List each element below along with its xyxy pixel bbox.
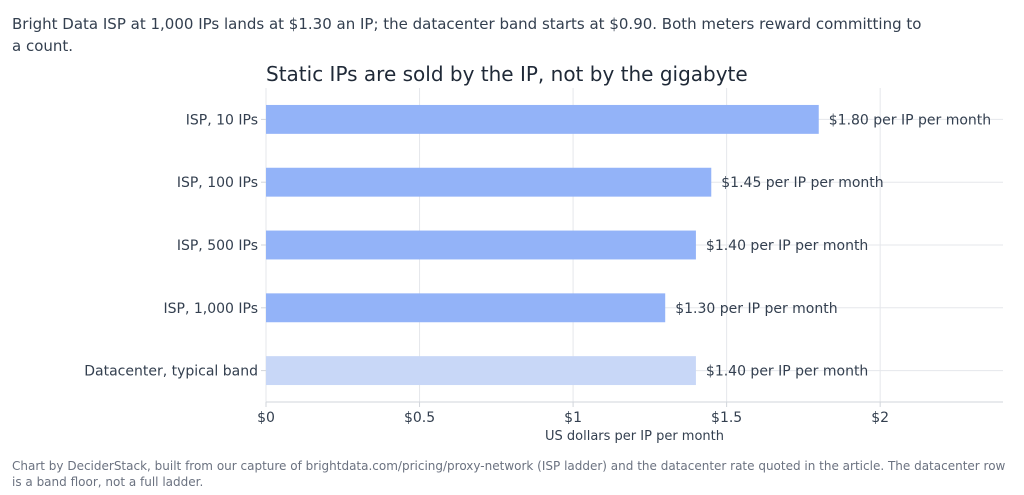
- x-axis-ticks: $0 $0.5 $1 $1.5 $2: [257, 402, 889, 426]
- bars: [266, 104, 819, 386]
- data-label: $1.80 per IP per month: [829, 112, 991, 128]
- bar: [266, 167, 712, 197]
- data-label: $1.40 per IP per month: [706, 364, 868, 380]
- chart-footnote: Chart by DeciderStack, built from our ca…: [12, 459, 1006, 489]
- category-labels: ISP, 10 IPs ISP, 100 IPs ISP, 500 IPs ISP, …: [84, 112, 266, 380]
- data-label: $1.30 per IP per month: [675, 301, 837, 317]
- category-label: ISP, 10 IPs: [186, 112, 258, 128]
- chart-subtitle: Bright Data ISP at 1,000 IPs lands at $1…: [12, 15, 922, 55]
- x-tick-label: $0: [257, 410, 275, 426]
- bar: [266, 230, 696, 260]
- x-tick-label: $2: [871, 410, 889, 426]
- data-label: $1.40 per IP per month: [706, 238, 868, 254]
- category-label: ISP, 1,000 IPs: [163, 301, 258, 317]
- x-tick-label: $0.5: [404, 410, 435, 426]
- x-tick-label: $1.5: [711, 410, 742, 426]
- chart-title: Static IPs are sold by the IP, not by th…: [266, 62, 748, 86]
- data-labels: $1.80 per IP per month $1.45 per IP per m…: [675, 112, 991, 379]
- bar: [266, 356, 696, 386]
- category-label: ISP, 100 IPs: [177, 175, 258, 191]
- data-label: $1.45 per IP per month: [721, 175, 883, 191]
- bar: [266, 104, 819, 134]
- bar: [266, 293, 666, 323]
- category-label: Datacenter, typical band: [84, 364, 258, 380]
- x-axis-title: US dollars per IP per month: [545, 429, 724, 444]
- category-label: ISP, 500 IPs: [177, 238, 258, 254]
- x-tick-label: $1: [564, 410, 582, 426]
